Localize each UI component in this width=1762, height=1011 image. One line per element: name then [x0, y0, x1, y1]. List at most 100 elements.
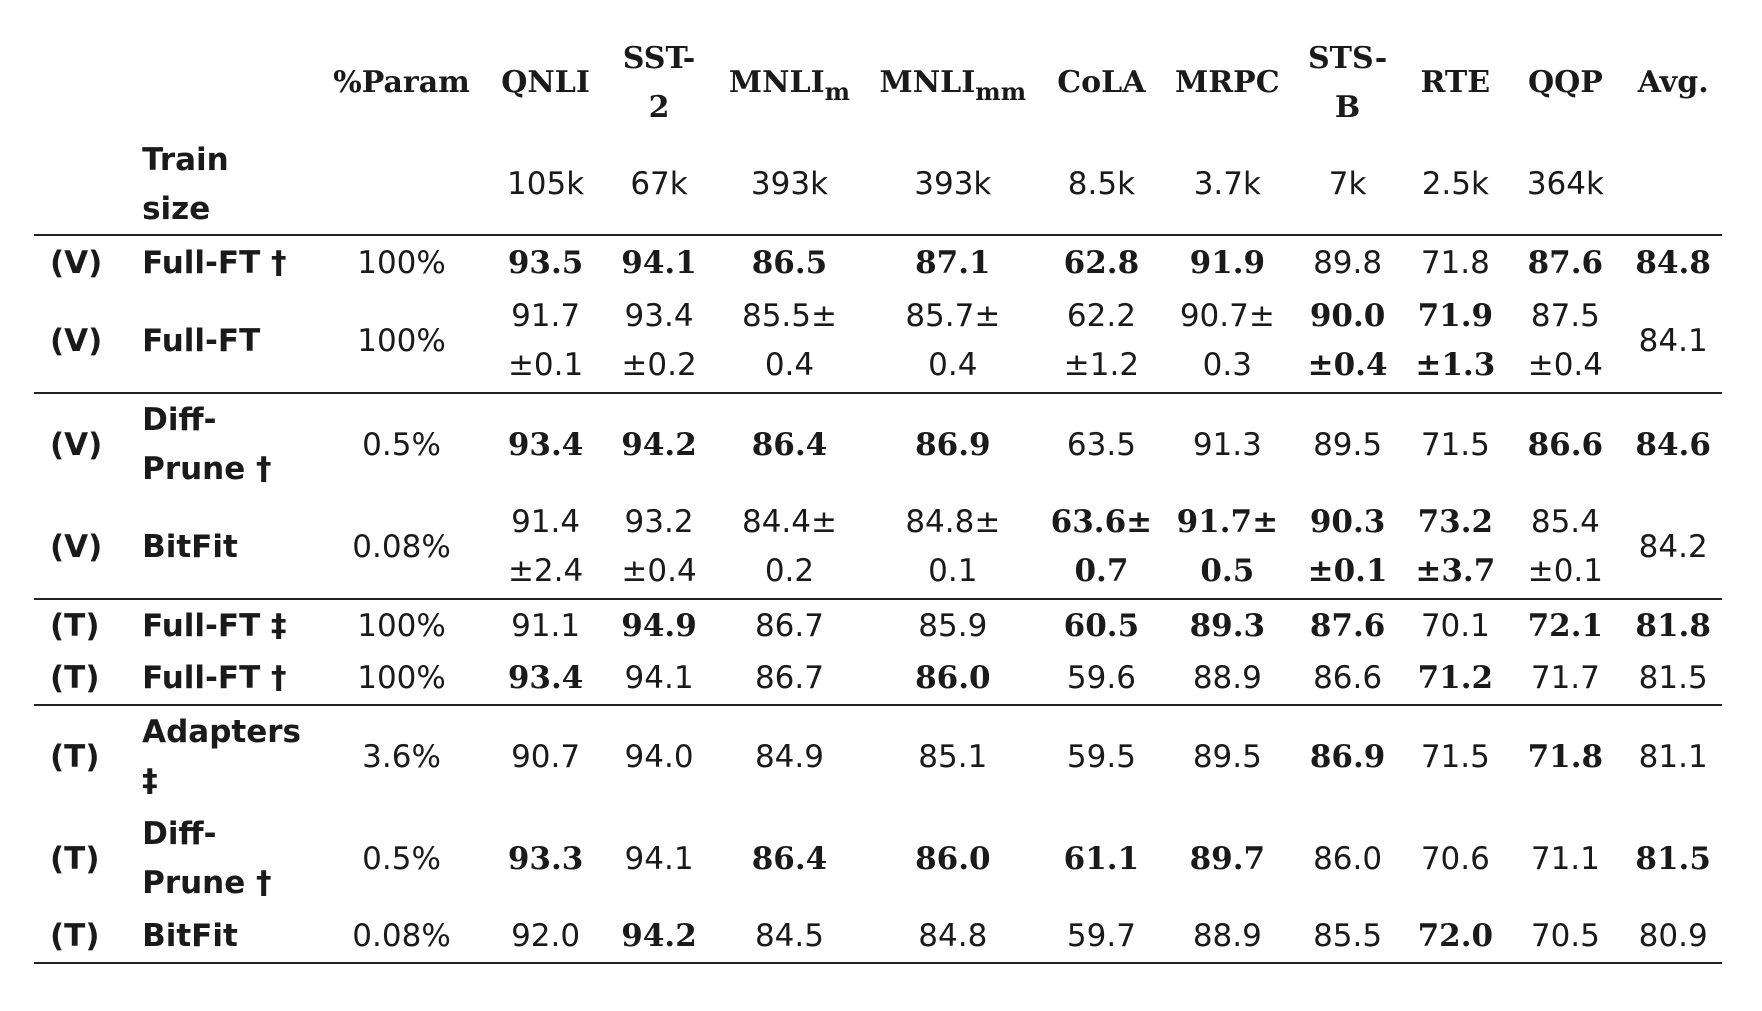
cell-stddev: ±0.4 — [1307, 347, 1388, 383]
cell-value: 88.9 — [1192, 917, 1262, 954]
cell-value: 94.9 — [621, 607, 697, 644]
cell-qqp: 71.8 — [1506, 704, 1625, 808]
cell-sst2: 94.1 — [606, 652, 713, 705]
row-method-line2: Prune † — [142, 451, 272, 487]
cell-stsb: 86.9 — [1290, 704, 1405, 808]
cell-mrpc: 89.7 — [1164, 808, 1291, 910]
header-param: %Param — [333, 65, 470, 100]
cell-mnli-mm: 85.1 — [866, 704, 1040, 808]
cell-qqp: 72.1 — [1506, 598, 1625, 652]
cell-stsb: 87.6 — [1290, 598, 1405, 652]
cell-mnli-m: 84.4± 0.2 — [712, 496, 866, 599]
header-sst2-line1: SST- — [622, 40, 696, 76]
cell-value: 86.0 — [915, 840, 991, 877]
cell-value: 71.1 — [1530, 840, 1600, 877]
cell-mnli-m: 85.5± 0.4 — [712, 290, 866, 393]
cell-value: 91.4 — [511, 504, 581, 540]
train-size-row: Train size 105k 67k 393k 393k 8.5k 3.7k 7… — [34, 135, 1722, 235]
cell-mnli-m: 86.4 — [712, 808, 866, 910]
cell-value: 71.9 — [1417, 298, 1494, 334]
cell-value: 91.7 — [511, 298, 581, 334]
cell-mrpc: 88.9 — [1163, 910, 1291, 964]
table-row: (T) Adapters ‡ 3.6% 90.7 94.0 84.9 85.1 59.5 89.5… — [34, 704, 1722, 808]
cell-rte: 70.6 — [1404, 808, 1506, 910]
cell-mnli-mm: 84.8 — [866, 910, 1040, 964]
cell-sst2: 94.0 — [605, 704, 713, 808]
cell-value: 84.6 — [1635, 426, 1711, 463]
cell-mnli-m: 84.9 — [712, 704, 867, 808]
header-method — [136, 30, 318, 135]
row-method-line1: Full-FT † — [142, 244, 287, 281]
cell-qnli: 93.5 — [485, 234, 606, 290]
header-sst2-line2: 2 — [648, 89, 670, 125]
cell-value: 59.5 — [1066, 738, 1136, 775]
cell-value: 71.7 — [1530, 659, 1600, 696]
cell-qnli: 91.7 ±0.1 — [485, 290, 605, 393]
header-mnli-m: MNLIm — [712, 30, 866, 135]
cell-value: 71.5 — [1420, 426, 1490, 463]
train-size-mrpc: 3.7k — [1193, 166, 1261, 202]
train-size-stsb: 7k — [1328, 166, 1367, 202]
cell-value: 89.3 — [1189, 607, 1266, 644]
cell-mnli-mm: 84.8± 0.1 — [867, 496, 1039, 599]
cell-sst2: 94.2 — [605, 392, 713, 496]
cell-value: 85.5 — [1313, 917, 1383, 954]
cell-value: 85.7± — [905, 298, 1001, 334]
header-mnli-mm-base: MNLI — [879, 65, 976, 100]
cell-value: 94.2 — [621, 917, 697, 954]
cell-value: 63.5 — [1066, 426, 1136, 463]
results-table: %Param QNLI SST- 2 MNLIm MNLImm CoLA MRPC… — [34, 30, 1722, 964]
cell-cola: 59.6 — [1039, 652, 1164, 705]
cell-cola: 59.5 — [1039, 704, 1164, 808]
cell-value: 91.7± — [1176, 504, 1279, 540]
cell-avg: 84.8 — [1624, 234, 1722, 290]
row-param: 100% — [357, 659, 446, 696]
cell-value: 86.6 — [1527, 426, 1604, 463]
cell-value: 94.1 — [624, 659, 694, 696]
cell-value: 62.8 — [1063, 244, 1140, 281]
cell-mrpc: 91.3 — [1163, 392, 1291, 496]
cell-sst2: 94.2 — [605, 910, 713, 964]
cell-cola: 63.6± 0.7 — [1039, 496, 1164, 599]
cell-mnli-m: 86.5 — [712, 234, 867, 290]
cell-avg: 84.6 — [1624, 392, 1722, 496]
cell-value: 62.2 — [1066, 298, 1136, 334]
cell-stddev: ±0.4 — [1527, 347, 1604, 383]
cell-avg: 81.1 — [1624, 704, 1722, 808]
cell-stsb: 90.3 ±0.1 — [1291, 496, 1404, 599]
row-split: (V) — [50, 322, 103, 359]
header-cola: CoLA — [1057, 65, 1146, 100]
cell-value: 84.8 — [918, 917, 988, 954]
header-mrpc: MRPC — [1175, 65, 1280, 100]
train-size-qnli: 105k — [507, 166, 585, 202]
cell-mrpc: 91.7± 0.5 — [1164, 496, 1291, 599]
cell-qnli: 90.7 — [485, 704, 606, 808]
cell-cola: 60.5 — [1039, 598, 1164, 652]
cell-value: 85.5± — [741, 298, 837, 334]
header-avg: Avg. — [1637, 65, 1709, 100]
cell-cola: 59.7 — [1039, 910, 1164, 964]
cell-value: 84.1 — [1638, 322, 1708, 359]
cell-qqp: 87.6 — [1506, 234, 1625, 290]
cell-value: 89.7 — [1189, 840, 1266, 877]
header-qqp: QQP — [1527, 65, 1603, 100]
row-param: 3.6% — [317, 704, 486, 808]
cell-qqp: 85.4 ±0.1 — [1506, 496, 1624, 599]
row-method: Full-FT † — [136, 234, 318, 290]
cell-mnli-mm: 86.0 — [867, 652, 1039, 705]
cell-value: 93.4 — [507, 659, 584, 696]
row-method-line1: Diff- — [142, 402, 217, 438]
row-method-line1: Full-FT — [142, 322, 261, 359]
cell-qnli: 91.1 — [485, 598, 606, 652]
cell-qqp: 71.1 — [1506, 808, 1624, 910]
table-row: (T) Full-FT ‡ 100% 91.1 94.9 86.7 85.9 60.5 89.3… — [34, 598, 1722, 652]
row-method-line1: Full-FT † — [142, 659, 287, 696]
cell-value: 93.4 — [624, 298, 694, 334]
cell-value: 86.4 — [751, 426, 828, 463]
row-method-line1: BitFit — [142, 528, 238, 565]
row-split: (T) — [34, 704, 137, 808]
cell-qqp: 70.5 — [1506, 910, 1625, 964]
cell-mnli-m: 86.7 — [712, 598, 867, 652]
cell-value: 84.5 — [754, 917, 824, 954]
row-method: BitFit — [136, 910, 318, 964]
